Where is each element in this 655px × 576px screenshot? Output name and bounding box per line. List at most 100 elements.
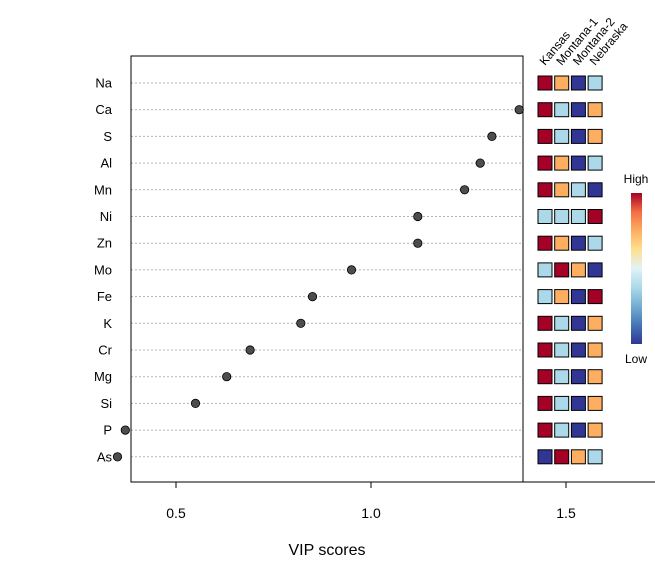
data-point [245,345,255,355]
heatmap-cell [570,289,586,305]
legend-color-bar [631,193,642,344]
heatmap-cell [587,235,603,251]
heatmap-cell [570,235,586,251]
y-tick-label: Si [100,396,112,411]
data-point [307,291,318,302]
heatmap-cell [570,75,586,91]
heatmap-cell [554,395,570,411]
data-point [475,158,485,168]
heatmap-cell [587,155,603,171]
y-tick-label: Al [100,156,112,171]
heatmap-cell [537,155,553,171]
x-axis: 0.51.01.52.0 [166,481,655,521]
y-tick-label: K [103,316,112,331]
heatmap-cell [537,395,553,411]
heatmap-cell [537,75,553,91]
heatmap-cell [570,209,586,224]
heatmap-cell [587,128,603,144]
heatmap-cell [537,369,553,385]
y-tick-label: Ni [100,209,112,224]
x-tick-label: 1.5 [556,505,576,521]
heatmap-cell [587,449,603,465]
heatmap-cell [537,102,553,118]
data-point [514,105,524,115]
heatmap-cell [570,342,586,358]
data-point [190,398,201,408]
data-point [120,425,130,435]
x-axis-title: VIP scores [288,542,365,559]
heatmap-cell [537,422,553,438]
heatmap-cell [554,102,570,118]
heatmap-cell [570,182,586,198]
heatmap-cell [537,182,553,198]
heatmap-cell [554,128,570,144]
heatmap-cell [570,102,586,118]
heatmap-cell [554,422,570,438]
y-tick-label: As [97,449,113,464]
heatmap-cell [537,262,553,278]
heatmap-cell [570,395,586,411]
heatmap-cell [570,155,586,171]
heatmap-cell [587,209,603,224]
y-tick-label: P [103,423,112,438]
heatmap-cell [554,369,570,385]
heatmap-cell [554,155,570,171]
heatmap-cell [570,449,586,465]
heatmap-cell [587,289,603,305]
heatmap-cell [554,262,570,278]
heatmap-cell [554,235,570,251]
data-point [413,211,423,222]
y-tick-label: Mg [94,369,112,384]
y-tick-label: Zn [97,236,112,251]
data-point [413,238,423,248]
heatmap-cell [554,289,570,305]
heatmap-cell [537,128,553,144]
heatmap-cell [570,369,586,385]
heatmap-cell [537,209,553,224]
heatmap-cell [587,182,603,198]
heatmap-cell [570,128,586,144]
legend-high-label: High [624,172,649,186]
grid-lines [131,82,523,458]
y-tick-label: Ca [95,102,112,117]
data-point [296,318,306,328]
heatmap-cell [587,102,603,118]
plot-frame [130,55,524,483]
heatmap-cell [554,342,570,358]
heatmap-cell [554,75,570,91]
heatmap-cell [537,315,553,331]
y-tick-label: Mn [94,182,112,197]
heatmap-cell [570,315,586,331]
y-axis-labels: Na Ca S Al Mn Ni Zn Mo Fe K Cr Mg Si P As [94,76,113,465]
heatmap [537,75,603,465]
heatmap-cell [537,449,553,465]
heatmap-cell [570,422,586,438]
y-tick-label: Na [95,76,112,91]
y-tick-label: S [103,129,112,144]
data-point [459,185,470,195]
heatmap-cell [587,369,603,385]
heatmap-cell [554,315,570,331]
x-tick-label: 0.5 [166,505,186,521]
heatmap-cell [537,235,553,251]
x-tick-label: 1.0 [361,505,381,521]
data-point [222,372,232,382]
data-point [487,131,497,141]
legend-low-label: Low [625,352,647,366]
heatmap-cell [587,342,603,358]
color-legend: High Low [624,172,649,366]
y-tick-label: Cr [98,343,112,358]
y-tick-label: Mo [94,262,112,277]
heatmap-cell [587,75,603,91]
heatmap-cell [587,262,603,278]
heatmap-cell [570,262,586,278]
heatmap-cell [537,342,553,358]
heatmap-cell [554,209,570,224]
heatmap-cell [554,449,570,465]
heatmap-cell [587,315,603,331]
heatmap-cell [537,289,553,305]
heatmap-cell [587,395,603,411]
data-point [112,452,123,462]
